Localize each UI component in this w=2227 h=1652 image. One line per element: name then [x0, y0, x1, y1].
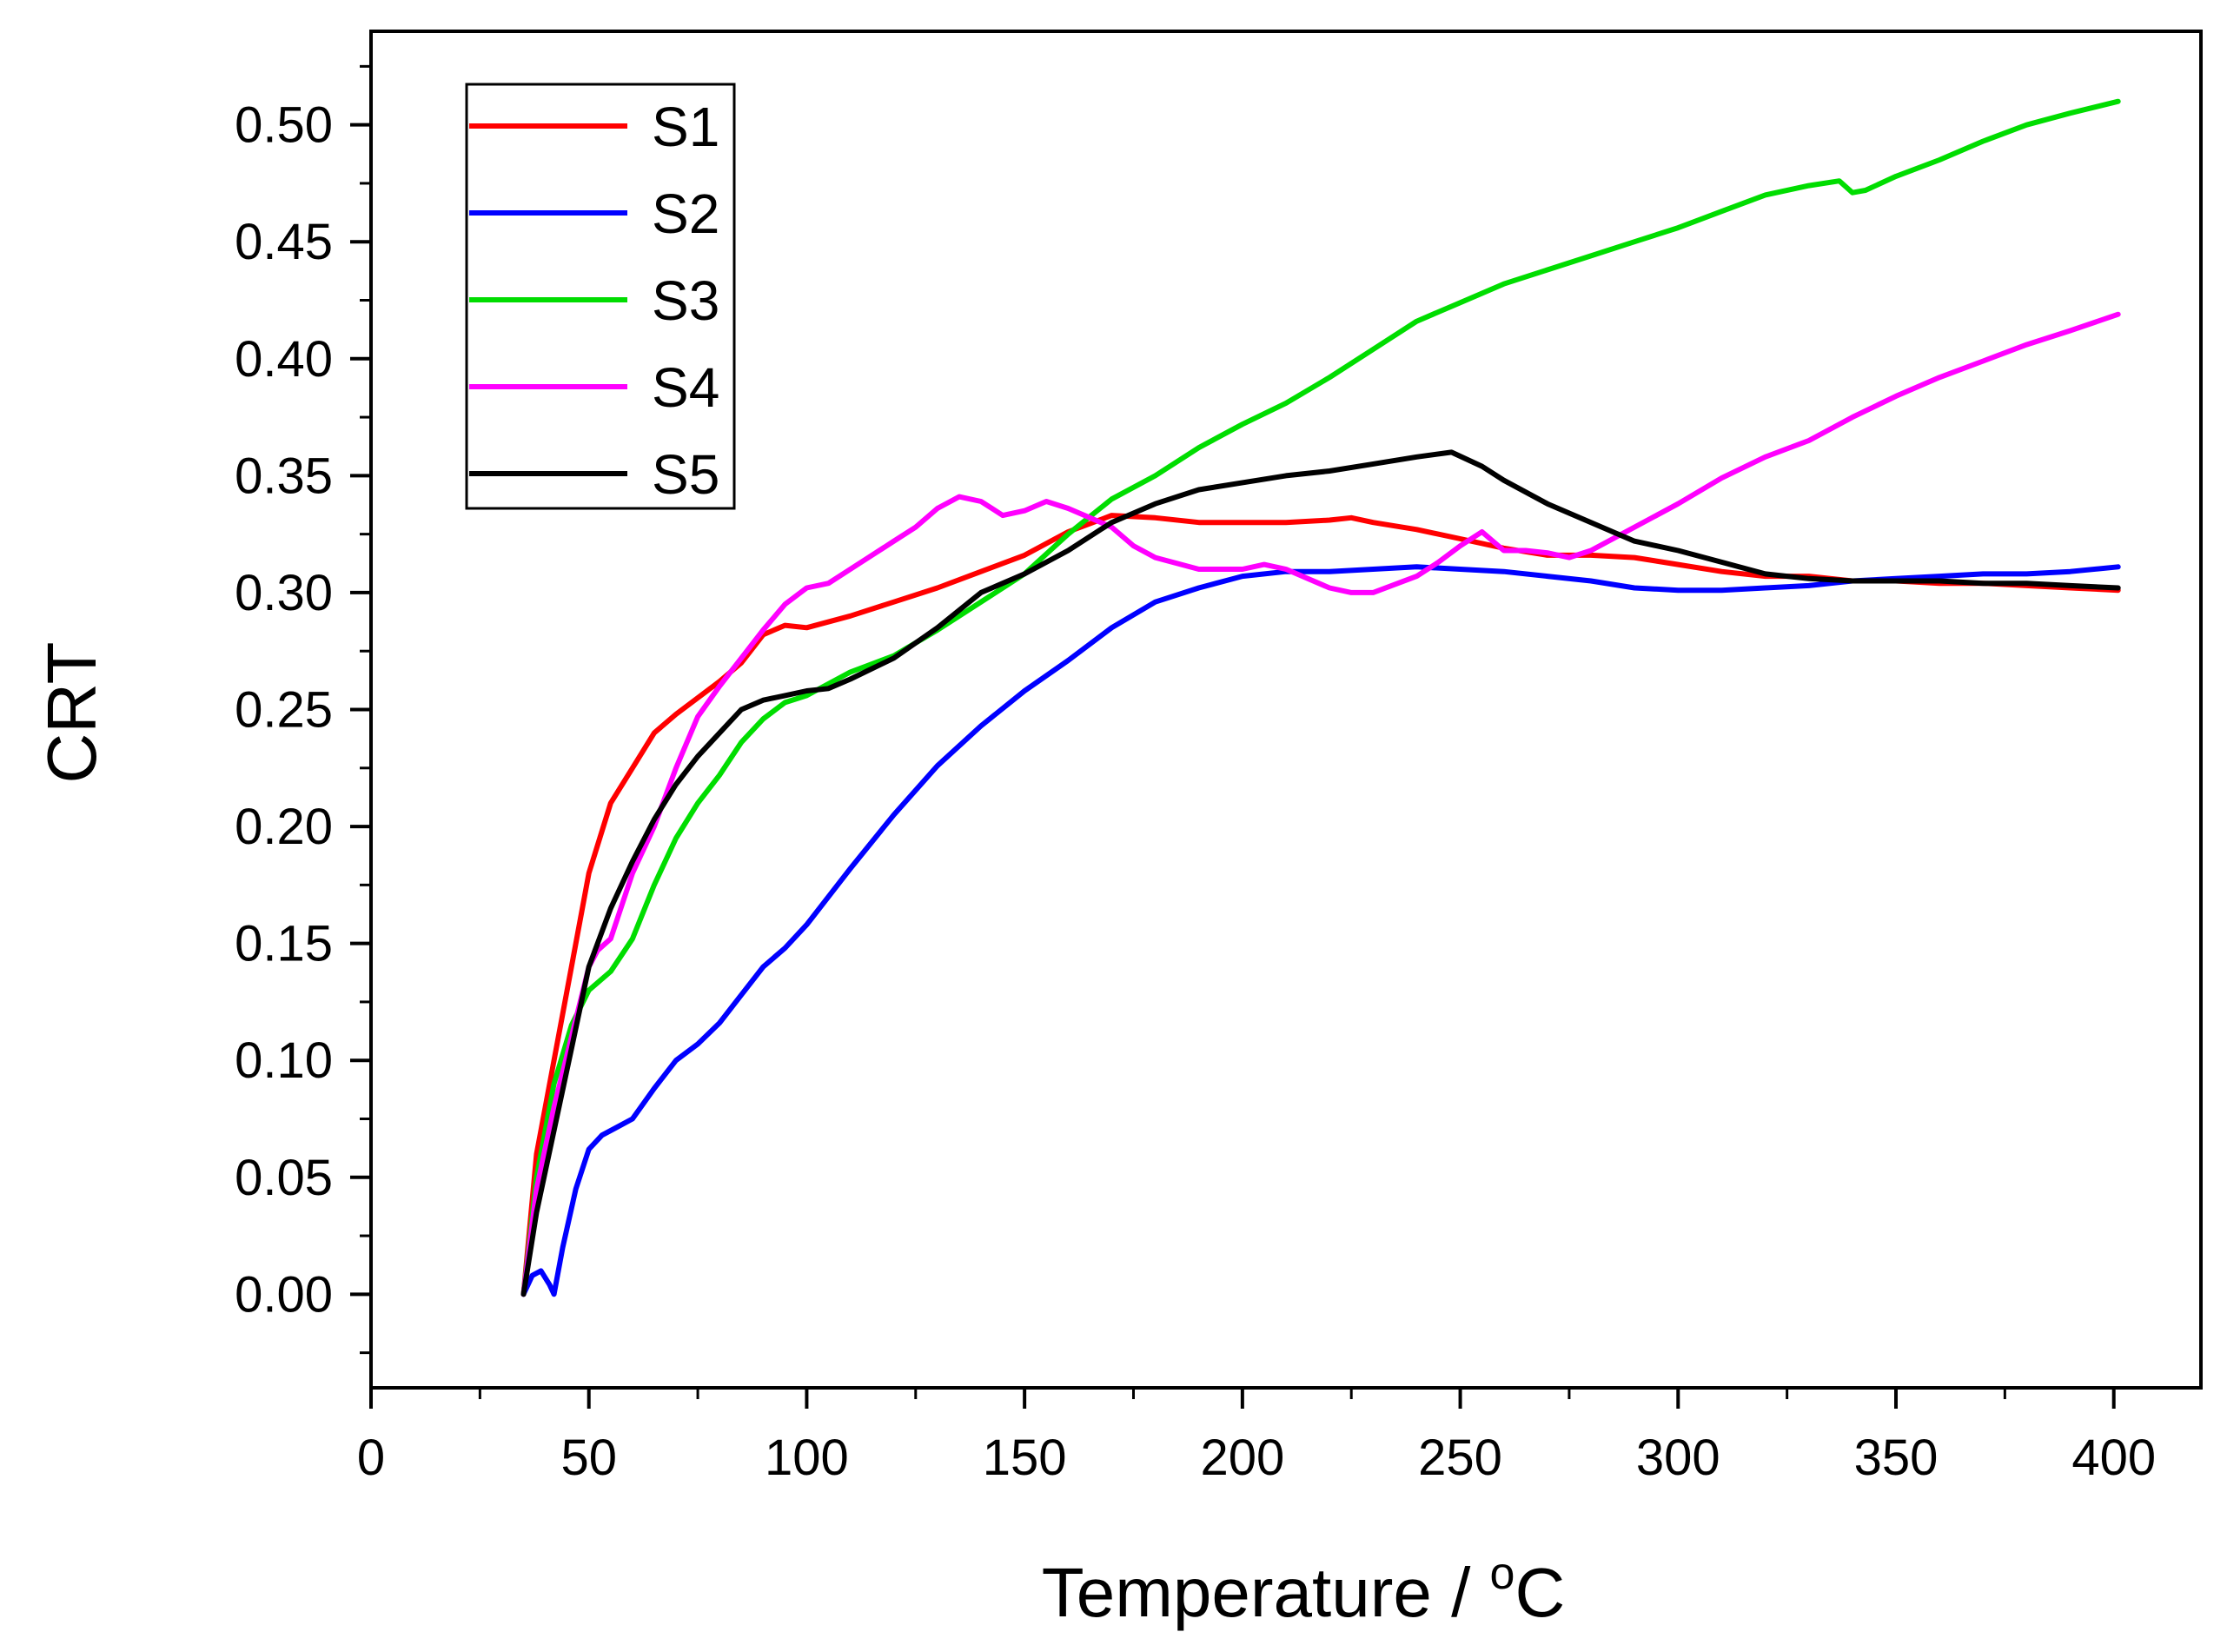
y-tick-label: 0.25: [235, 682, 333, 739]
legend-label-s1: S1: [652, 96, 719, 158]
x-tick-label: 200: [1200, 1430, 1284, 1486]
y-tick-label: 0.00: [235, 1266, 333, 1323]
y-tick-label: 0.50: [235, 97, 333, 154]
x-tick-label: 350: [1854, 1430, 1939, 1486]
series-line-s3: [520, 98, 2121, 1297]
y-tick-label: 0.15: [235, 916, 333, 972]
x-axis-title-main: Temperature /: [1042, 1554, 1490, 1631]
x-tick-label: 250: [1418, 1430, 1502, 1486]
series-line-s5: [520, 449, 2121, 1297]
x-tick-label: 0: [357, 1430, 385, 1486]
x-tick-label: 100: [765, 1430, 849, 1486]
y-axis: 0.00 0.05 0.10 0.15 0.20 0.25 0.30 0.35 0.40 0.45…: [235, 64, 371, 1355]
legend-box: [465, 83, 736, 510]
y-tick-label: 0.40: [235, 331, 333, 388]
legend-label-s4: S4: [652, 356, 719, 419]
x-axis-title: Temperature / oC: [1042, 1549, 1565, 1631]
y-axis-title: CRT: [33, 642, 110, 784]
x-axis-title-unit: C: [1514, 1554, 1565, 1631]
x-tick-label: 400: [2071, 1430, 2156, 1486]
x-axis-title-degree-sup: o: [1490, 1549, 1515, 1599]
series-line-s4: [520, 311, 2121, 1297]
x-tick-label: 50: [560, 1430, 617, 1486]
series-lines: [520, 98, 2121, 1297]
legend-label-s3: S3: [652, 269, 719, 332]
legend: S1 S2 S3 S4 S5: [465, 83, 736, 510]
series-line-s2: [520, 564, 2121, 1297]
x-tick-label: 150: [983, 1430, 1067, 1486]
y-tick-label: 0.20: [235, 799, 333, 855]
x-axis: 0 50 100 150 200 250 300 350 400: [357, 1388, 2156, 1486]
y-tick-label: 0.10: [235, 1032, 333, 1089]
x-tick-label: 300: [1636, 1430, 1720, 1486]
legend-label-s5: S5: [652, 443, 719, 506]
y-tick-label: 0.45: [235, 214, 333, 270]
y-tick-label: 0.30: [235, 565, 333, 621]
legend-label-s2: S2: [652, 182, 719, 245]
y-tick-label: 0.35: [235, 448, 333, 504]
y-tick-label: 0.05: [235, 1150, 333, 1206]
